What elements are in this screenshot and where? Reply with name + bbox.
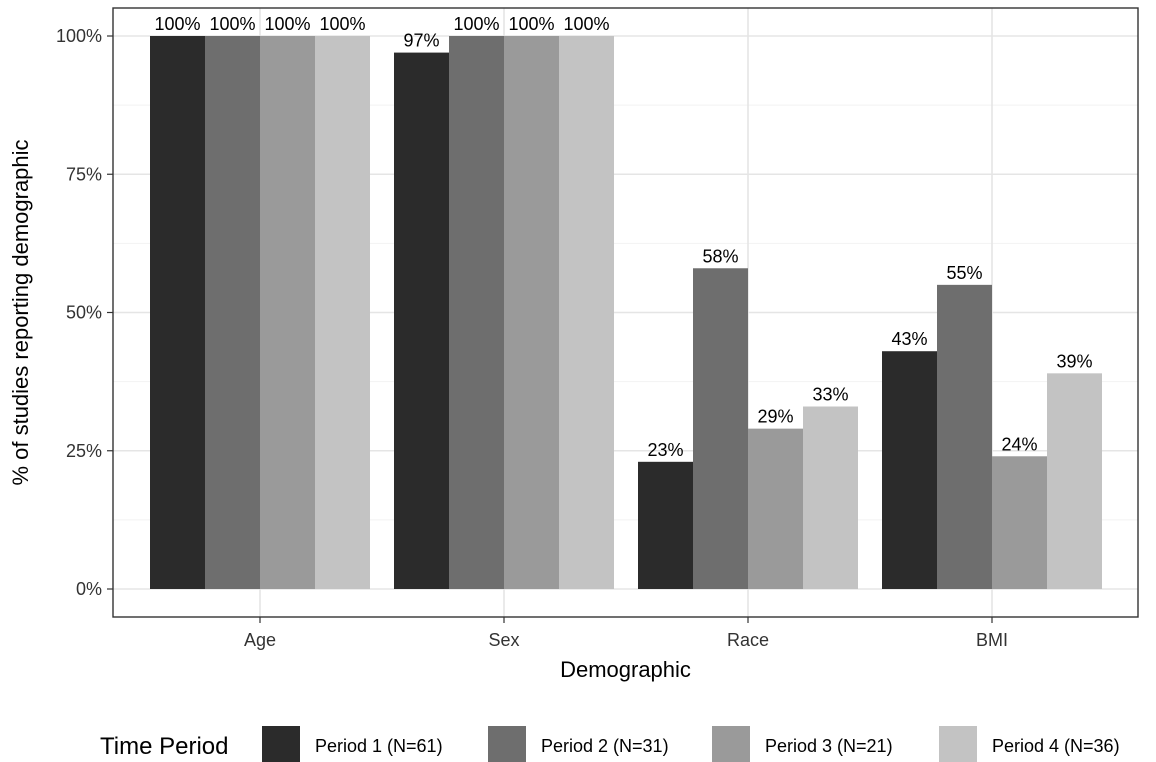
y-axis-title: % of studies reporting demographic xyxy=(8,139,33,485)
bar-labels: 100% 100% 100% 100% 97% 100% 100% 100% 23% 58% 29%… xyxy=(154,14,1092,460)
bar-value-label: 43% xyxy=(891,329,927,349)
bar-value-label: 39% xyxy=(1056,351,1092,371)
y-axis: 0% 25% 50% 75% 100% xyxy=(56,26,113,599)
bar-value-label: 100% xyxy=(209,14,255,34)
bar-value-label: 100% xyxy=(154,14,200,34)
y-tick-label: 50% xyxy=(66,303,102,323)
bar xyxy=(748,428,803,589)
legend-key xyxy=(262,726,300,762)
bar-value-label: 23% xyxy=(647,440,683,460)
bar-value-label: 100% xyxy=(563,14,609,34)
bar-value-label: 100% xyxy=(319,14,365,34)
legend-label: Period 4 (N=36) xyxy=(992,736,1120,756)
legend-label: Period 1 (N=61) xyxy=(315,736,443,756)
x-axis: Age Sex Race BMI xyxy=(244,617,1008,650)
bar xyxy=(394,52,449,589)
legend: Time Period Period 1 (N=61) Period 2 (N=3… xyxy=(100,726,1120,762)
bar-value-label: 97% xyxy=(403,31,439,51)
x-axis-title: Demographic xyxy=(560,657,691,682)
legend-key xyxy=(939,726,977,762)
bar xyxy=(449,36,504,589)
bar xyxy=(205,36,260,589)
y-tick-label: 75% xyxy=(66,164,102,184)
bar xyxy=(1047,373,1102,589)
legend-key xyxy=(488,726,526,762)
bar xyxy=(260,36,315,589)
bar xyxy=(882,351,937,589)
y-tick-label: 0% xyxy=(76,579,102,599)
x-tick-label: Race xyxy=(727,630,769,650)
bar xyxy=(803,406,858,589)
legend-key xyxy=(712,726,750,762)
bar xyxy=(693,268,748,589)
legend-label: Period 2 (N=31) xyxy=(541,736,669,756)
y-tick-label: 100% xyxy=(56,26,102,46)
bar-value-label: 100% xyxy=(264,14,310,34)
bar xyxy=(559,36,614,589)
bar xyxy=(992,456,1047,589)
bar-value-label: 100% xyxy=(508,14,554,34)
y-tick-label: 25% xyxy=(66,441,102,461)
legend-label: Period 3 (N=21) xyxy=(765,736,893,756)
bars xyxy=(150,36,1102,589)
x-tick-label: Sex xyxy=(488,630,519,650)
bar-value-label: 29% xyxy=(757,407,793,427)
bar xyxy=(638,461,693,589)
bar-value-label: 33% xyxy=(812,385,848,405)
bar xyxy=(937,284,992,589)
bar-value-label: 24% xyxy=(1001,434,1037,454)
bar xyxy=(150,36,205,589)
bar-value-label: 55% xyxy=(946,263,982,283)
legend-title: Time Period xyxy=(100,733,228,760)
bar xyxy=(504,36,559,589)
bar-value-label: 58% xyxy=(702,246,738,266)
bar xyxy=(315,36,370,589)
x-tick-label: BMI xyxy=(976,630,1008,650)
x-tick-label: Age xyxy=(244,630,276,650)
bar-value-label: 100% xyxy=(453,14,499,34)
